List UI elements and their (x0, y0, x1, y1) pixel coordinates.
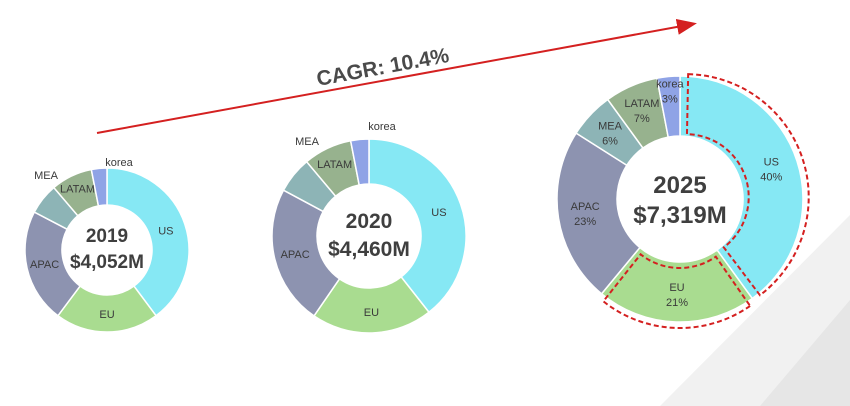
slice-label-eu: EU (99, 309, 114, 321)
center-year: 2020 (346, 210, 393, 233)
slice-apac (271, 189, 341, 317)
slice-eu (312, 275, 431, 334)
slice-apac (556, 132, 641, 295)
slice-label-us: US (158, 225, 173, 237)
donut-2025: US 40% EU 21% APAC 23% MEA 6% LATAM 7% korea 3% 2025… (556, 73, 810, 329)
slice-pct-latam: 7% (634, 113, 650, 125)
slice-korea (656, 75, 681, 138)
slice-label-latam: LATAM (60, 184, 95, 196)
cagr-label: CAGR: 10.4% (315, 44, 451, 91)
slice-label-latam: LATAM (317, 159, 352, 171)
center-total: $4,460M (328, 238, 410, 261)
slice-label-us: US (764, 156, 779, 168)
slice-label-korea: korea (105, 157, 133, 169)
center-year: 2025 (653, 172, 706, 199)
center-total: $7,319M (633, 202, 726, 229)
slice-pct-mea: 6% (602, 135, 618, 147)
slice-label-mea: MEA (295, 136, 320, 148)
corner-shape-inner (760, 300, 850, 406)
slice-pct-korea: 3% (662, 93, 678, 105)
slice-eu (600, 246, 754, 323)
center-year: 2019 (86, 226, 128, 247)
slice-label-us: US (431, 207, 446, 219)
cagr-arrow (96, 19, 697, 134)
slice-label-eu: EU (364, 307, 379, 319)
slice-label-apac: APAC (571, 201, 600, 213)
slice-pct-eu: 21% (666, 297, 688, 309)
slice-us (368, 138, 467, 314)
center-total: $4,052M (70, 252, 144, 273)
highlight-outline (685, 73, 810, 297)
slice-us (106, 167, 190, 317)
slice-korea (349, 138, 370, 186)
slice-korea (90, 167, 108, 207)
slice-label-korea: korea (656, 78, 684, 90)
slice-label-korea: korea (368, 121, 396, 133)
slice-label-mea: MEA (34, 170, 59, 182)
slice-pct-apac: 23% (574, 216, 596, 228)
highlight-outline (601, 252, 752, 329)
slice-label-latam: LATAM (624, 98, 659, 110)
slice-pct-us: 40% (760, 171, 782, 183)
donut-2020: US EU APAC MEA LATAM korea 2020 $4,460M (271, 121, 467, 334)
slice-label-apac: APAC (281, 249, 310, 261)
slice-label-eu: EU (669, 282, 684, 294)
slice-label-apac: APAC (30, 259, 59, 271)
slice-label-mea: MEA (598, 120, 623, 132)
slice-us (679, 75, 804, 300)
